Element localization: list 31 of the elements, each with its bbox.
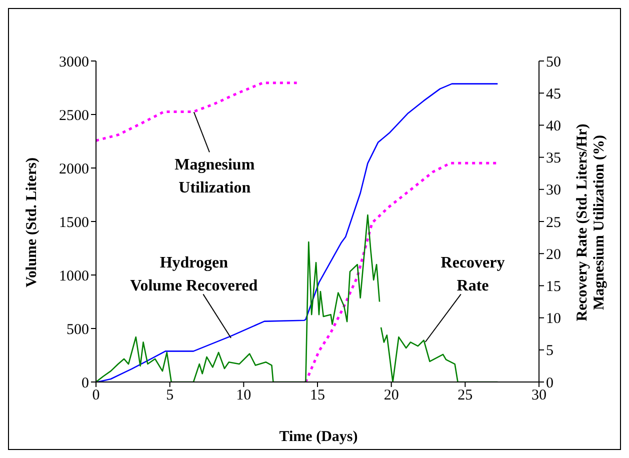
y-tick-label: 2000 [59, 161, 89, 178]
y-tick-label: 500 [66, 322, 89, 338]
y2-tick-label: 30 [546, 182, 561, 199]
y-tick-label: 0 [82, 375, 89, 392]
y2-tick-label: 35 [546, 150, 561, 167]
y2-tick-label: 15 [546, 279, 561, 296]
y2-tick-label: 5 [546, 343, 554, 360]
x-axis-title: Time (Days) [279, 429, 358, 445]
y2-tick-label: 45 [546, 86, 561, 102]
x-tick-label: 5 [166, 388, 174, 404]
y-tick-label: 1500 [59, 214, 89, 231]
y-tick-label: 3000 [59, 54, 89, 70]
y2-tick-label: 10 [546, 311, 561, 328]
x-tick-label: 0 [92, 388, 100, 404]
y2-tick-label: 20 [546, 246, 561, 263]
text: Magnesium Utilization [174, 156, 256, 197]
y2-tick-label: 40 [546, 118, 561, 135]
x-tick-label: 20 [384, 388, 399, 404]
y2-axis-title: Recovery Rate (Std. Liters/Hr) Magnesium Utilization (%) [574, 124, 608, 322]
x-tick-label: 15 [310, 388, 325, 404]
y2-tick-label: 50 [546, 54, 561, 70]
y-axis-title: Volume (Std. Liters) [24, 158, 40, 288]
y-tick-label: 2500 [59, 108, 89, 124]
x-tick-label: 30 [532, 388, 546, 404]
x-tick-label: 25 [458, 388, 473, 404]
text: Recovery Rate [440, 254, 505, 295]
y2-tick-label: 25 [546, 214, 561, 231]
y-tick-label: 1000 [59, 268, 89, 284]
y2-tick-label: 0 [546, 375, 554, 392]
series-label: Hydrogen Volume Recovered [130, 254, 258, 295]
x-tick-label: 10 [236, 388, 252, 404]
